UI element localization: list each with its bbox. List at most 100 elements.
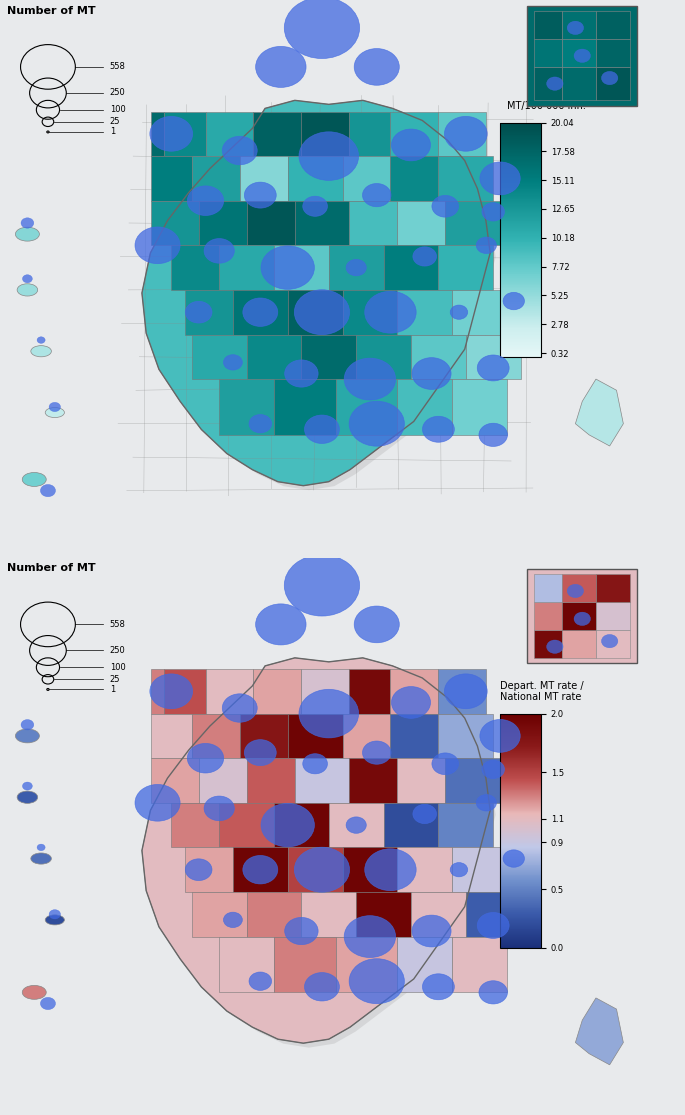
Polygon shape — [247, 892, 301, 937]
Circle shape — [284, 554, 360, 615]
Polygon shape — [534, 574, 562, 602]
Polygon shape — [596, 630, 630, 658]
Text: 1: 1 — [110, 685, 115, 694]
Polygon shape — [288, 714, 342, 758]
Circle shape — [261, 246, 314, 289]
Polygon shape — [562, 630, 596, 658]
Ellipse shape — [45, 407, 64, 417]
Text: 250: 250 — [110, 88, 125, 97]
Circle shape — [222, 694, 258, 723]
Circle shape — [480, 719, 520, 753]
Circle shape — [245, 739, 276, 766]
Circle shape — [303, 754, 327, 774]
Text: 558: 558 — [110, 62, 125, 71]
Circle shape — [204, 239, 234, 263]
Circle shape — [601, 634, 618, 648]
Polygon shape — [596, 602, 630, 630]
Polygon shape — [219, 245, 274, 290]
Circle shape — [423, 973, 454, 1000]
Polygon shape — [411, 892, 466, 937]
Circle shape — [256, 47, 306, 87]
Circle shape — [346, 260, 366, 275]
Circle shape — [364, 849, 416, 891]
Polygon shape — [438, 112, 486, 156]
Polygon shape — [240, 156, 288, 201]
Text: 25: 25 — [110, 675, 120, 683]
Text: 25: 25 — [110, 117, 120, 126]
Polygon shape — [336, 379, 397, 435]
Ellipse shape — [15, 227, 40, 241]
Polygon shape — [185, 847, 233, 892]
Ellipse shape — [22, 986, 46, 999]
Circle shape — [245, 182, 276, 209]
Circle shape — [284, 0, 360, 58]
Ellipse shape — [15, 729, 40, 743]
Polygon shape — [438, 714, 493, 758]
Ellipse shape — [22, 473, 46, 486]
Circle shape — [482, 203, 504, 221]
Circle shape — [304, 415, 340, 444]
Polygon shape — [192, 156, 240, 201]
Circle shape — [249, 972, 271, 990]
Polygon shape — [575, 379, 623, 446]
Circle shape — [503, 292, 525, 310]
Polygon shape — [452, 379, 507, 435]
Circle shape — [150, 116, 192, 152]
Polygon shape — [596, 574, 630, 602]
Polygon shape — [384, 245, 438, 290]
Circle shape — [412, 358, 451, 389]
Polygon shape — [349, 112, 390, 156]
Circle shape — [23, 782, 32, 791]
Circle shape — [432, 195, 458, 217]
Polygon shape — [199, 758, 247, 803]
Circle shape — [547, 640, 563, 653]
Polygon shape — [445, 758, 507, 803]
Polygon shape — [329, 245, 384, 290]
Polygon shape — [219, 937, 274, 992]
Polygon shape — [274, 803, 329, 847]
Circle shape — [223, 355, 242, 370]
Circle shape — [413, 246, 436, 266]
Circle shape — [49, 910, 60, 919]
Text: Number of MT: Number of MT — [7, 6, 95, 16]
Circle shape — [413, 804, 436, 824]
Circle shape — [285, 360, 318, 387]
Circle shape — [249, 415, 271, 433]
Polygon shape — [356, 892, 411, 937]
Polygon shape — [288, 847, 342, 892]
Polygon shape — [390, 714, 438, 758]
Polygon shape — [247, 758, 295, 803]
Circle shape — [574, 49, 590, 62]
Text: 100: 100 — [110, 105, 125, 115]
Polygon shape — [562, 67, 596, 100]
Polygon shape — [199, 201, 247, 245]
Polygon shape — [596, 11, 630, 39]
Polygon shape — [233, 847, 288, 892]
Circle shape — [344, 915, 396, 958]
Polygon shape — [534, 602, 562, 630]
Polygon shape — [336, 937, 397, 992]
Polygon shape — [534, 630, 562, 658]
Polygon shape — [397, 758, 445, 803]
Polygon shape — [596, 39, 630, 67]
Polygon shape — [147, 105, 496, 491]
Polygon shape — [452, 290, 507, 334]
Circle shape — [23, 274, 32, 283]
Polygon shape — [295, 758, 349, 803]
Circle shape — [391, 129, 431, 161]
Polygon shape — [342, 847, 397, 892]
Circle shape — [423, 416, 454, 443]
Circle shape — [40, 484, 55, 497]
Circle shape — [285, 918, 318, 944]
Circle shape — [482, 760, 504, 778]
Polygon shape — [274, 937, 336, 992]
Circle shape — [354, 607, 399, 642]
Circle shape — [223, 912, 242, 928]
Polygon shape — [438, 669, 486, 714]
Polygon shape — [192, 334, 247, 379]
Text: 558: 558 — [110, 620, 125, 629]
Circle shape — [432, 753, 458, 775]
Circle shape — [186, 859, 212, 881]
Circle shape — [344, 358, 396, 400]
Circle shape — [354, 49, 399, 85]
